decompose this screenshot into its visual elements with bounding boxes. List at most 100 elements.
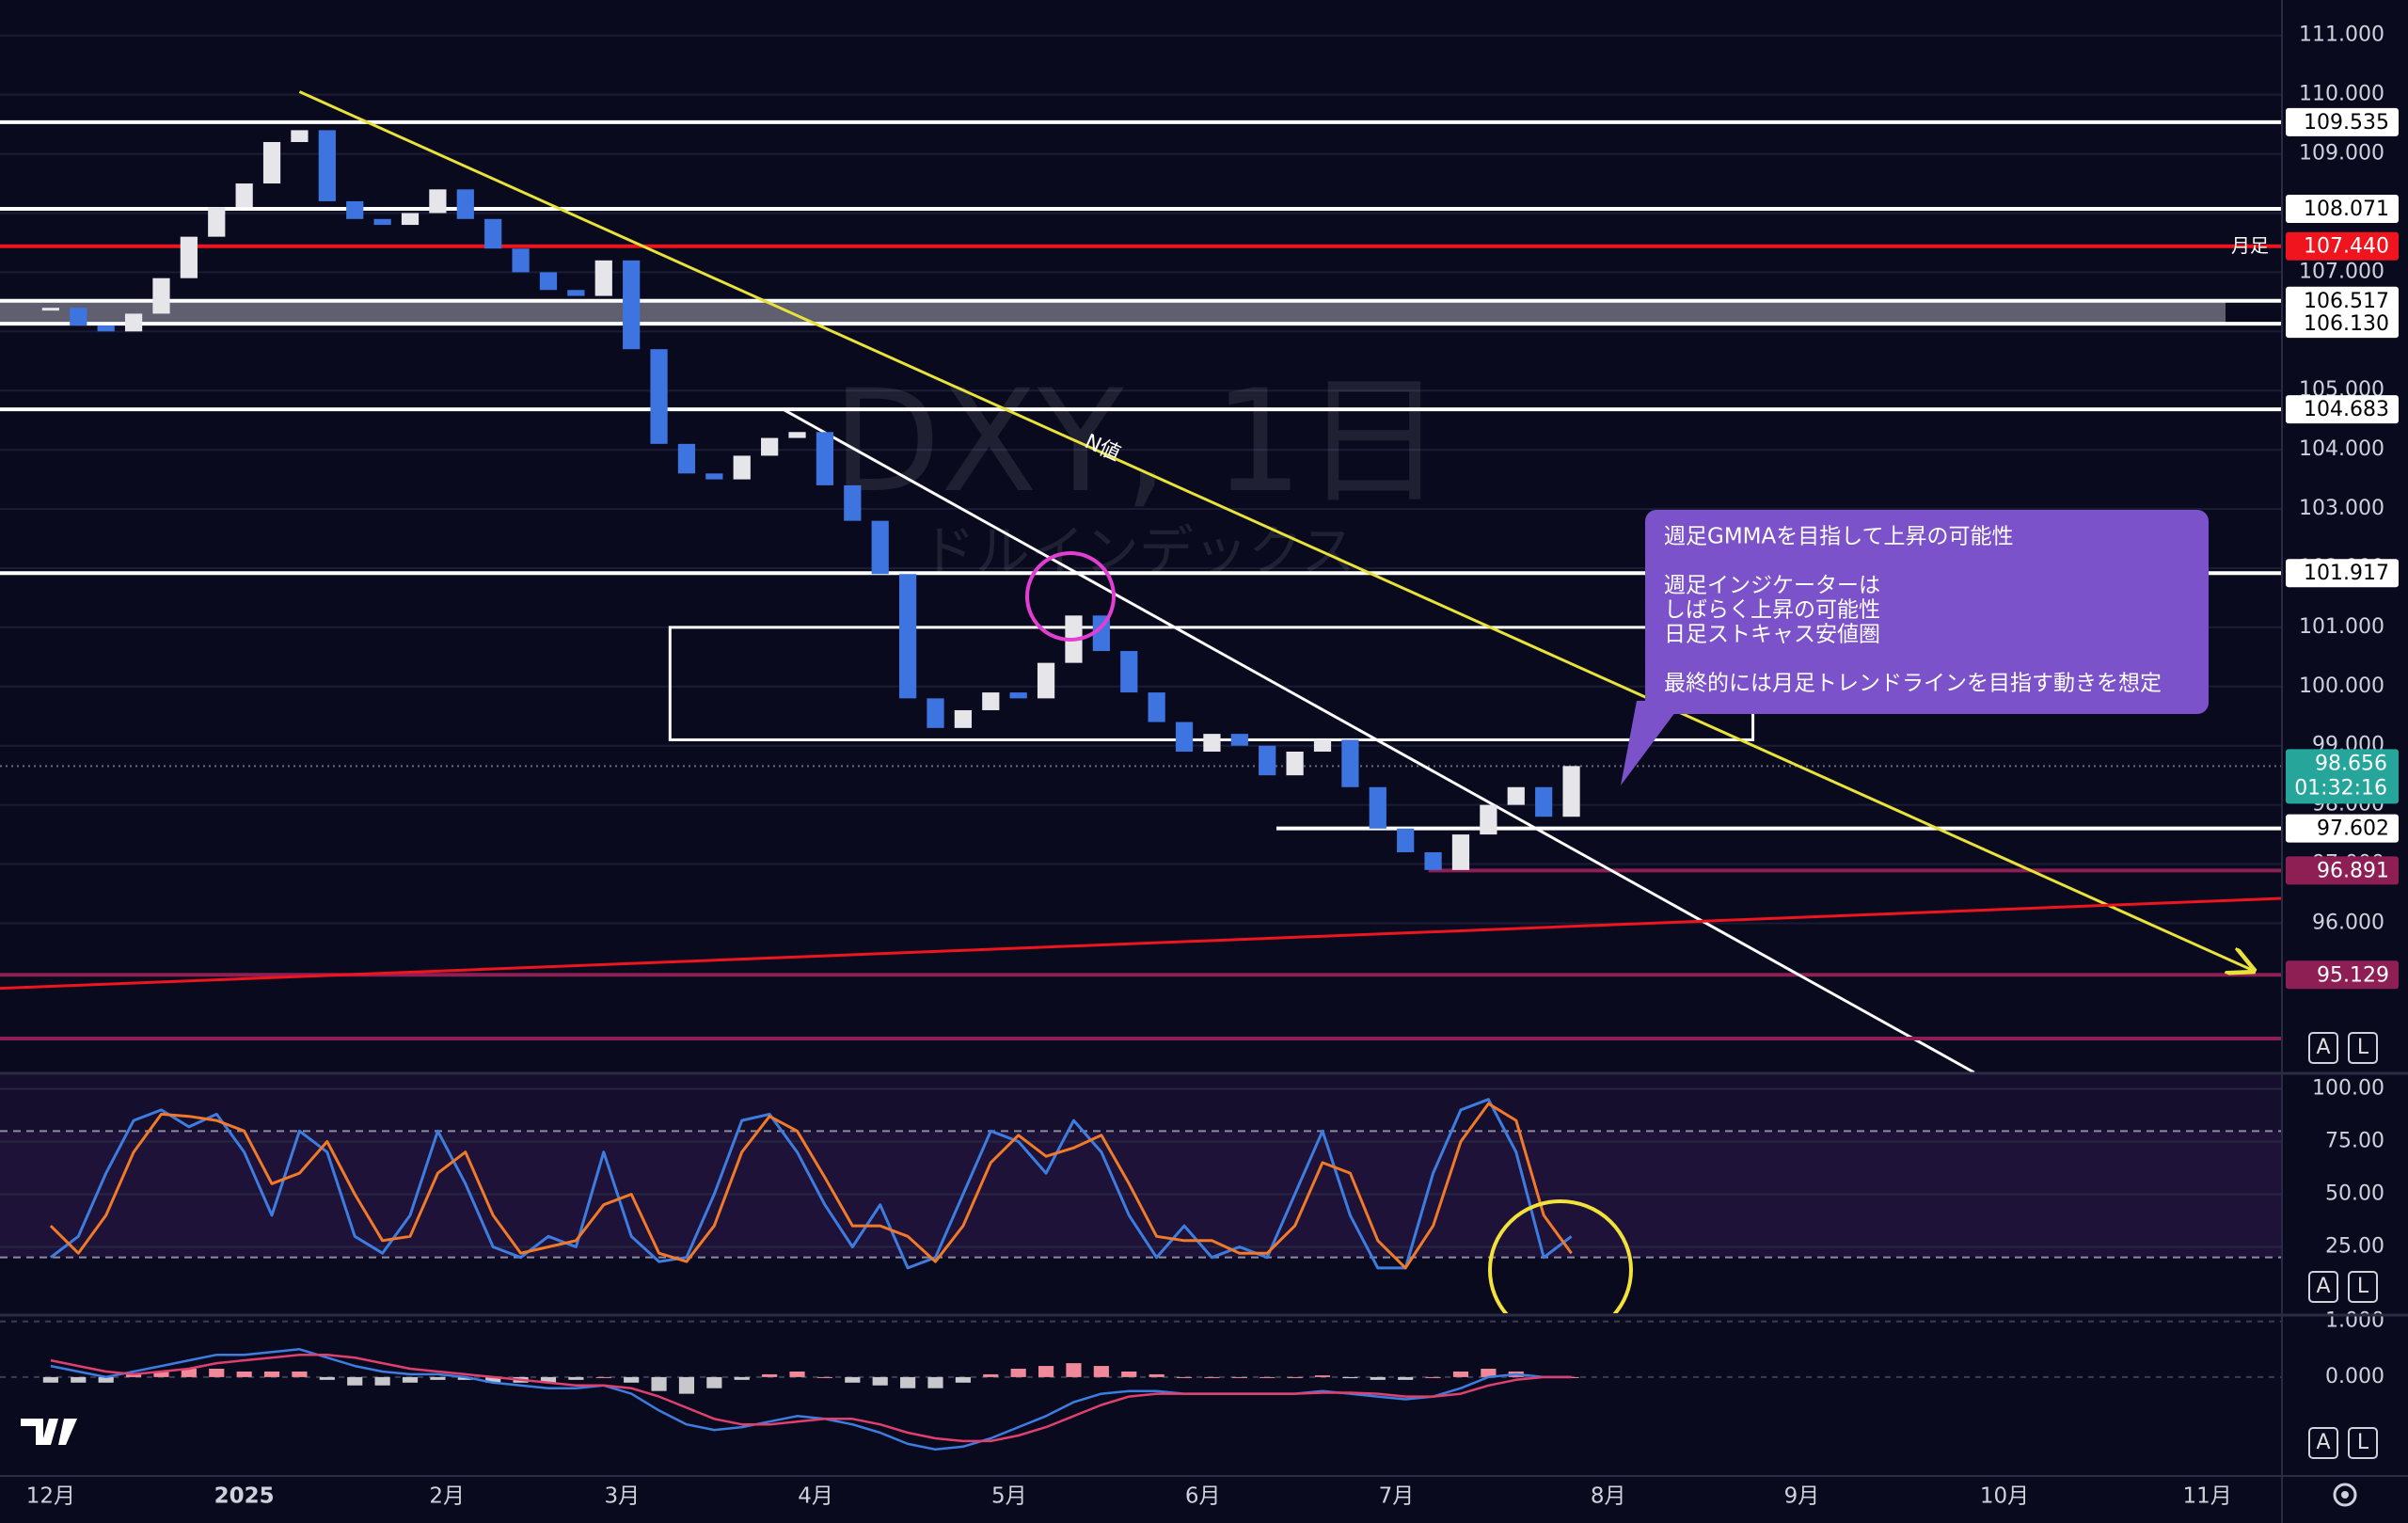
histogram-bar	[595, 1376, 611, 1378]
histogram-bar	[1370, 1376, 1386, 1380]
candle	[1286, 752, 1304, 776]
x-tick-label: 12月	[26, 1484, 75, 1509]
auto-button[interactable]	[2308, 1271, 2338, 1303]
y-tick-label: 103.000	[2299, 497, 2384, 520]
histogram-bar	[1176, 1376, 1193, 1378]
candle	[429, 189, 447, 214]
x-tick-label: 8月	[1591, 1484, 1626, 1509]
candle	[1313, 739, 1332, 753]
x-tick-label: 7月	[1379, 1484, 1415, 1509]
histogram-bar	[678, 1376, 695, 1394]
level-label: 107.440	[2304, 235, 2389, 259]
histogram-bar	[540, 1376, 557, 1383]
log-button-label[interactable]: L	[2357, 1431, 2369, 1454]
histogram-bar	[98, 1376, 114, 1383]
level-label-box	[2286, 195, 2399, 224]
level-label-box	[2286, 231, 2399, 261]
log-button-label[interactable]: L	[2357, 1036, 2369, 1059]
overbought-fill	[0, 1075, 2281, 1132]
histogram-bar	[1425, 1376, 1441, 1378]
histogram-bar	[42, 1376, 58, 1383]
log-button-label[interactable]: L	[2357, 1275, 2369, 1298]
x-tick-label: 5月	[991, 1484, 1027, 1509]
histogram-bar	[927, 1376, 943, 1388]
candle	[70, 308, 87, 326]
candle	[1451, 834, 1470, 870]
y-tick-label: 100.00	[2312, 1077, 2384, 1101]
y-tick-label: 101.000	[2299, 615, 2384, 639]
level-label: 109.535	[2304, 111, 2389, 135]
annotation-text: しばらく上昇の可能性	[1664, 598, 1880, 623]
auto-button[interactable]	[2308, 1032, 2338, 1064]
log-button[interactable]	[2348, 1427, 2378, 1459]
y-tick-label: 100.000	[2299, 674, 2384, 698]
candle	[291, 130, 309, 142]
histogram-bar	[789, 1371, 805, 1377]
candle	[401, 213, 420, 226]
candle	[41, 308, 60, 311]
histogram-bar	[153, 1371, 169, 1377]
auto-button[interactable]	[2308, 1427, 2338, 1459]
annotation-text: 週足GMMAを目指して上昇の可能性	[1664, 525, 2014, 549]
candle	[1120, 651, 1138, 693]
auto-button-label[interactable]: A	[2316, 1036, 2330, 1059]
candle	[1230, 734, 1248, 746]
x-tick-label: 6月	[1185, 1484, 1221, 1509]
candle	[180, 236, 198, 278]
candle	[871, 520, 889, 575]
level-label: 106.130	[2304, 312, 2389, 336]
logo-shape[interactable]	[21, 1419, 77, 1445]
auto-button-label[interactable]: A	[2316, 1275, 2330, 1298]
trendline	[298, 90, 2253, 971]
tradingview-logo[interactable]	[21, 1419, 77, 1445]
settings-button[interactable]	[2333, 1483, 2357, 1507]
candle	[208, 207, 226, 237]
level-label: 108.071	[2304, 198, 2389, 221]
y-tick-label: 109.000	[2299, 142, 2384, 166]
candle	[1369, 786, 1386, 829]
settings-gear[interactable]	[2333, 1483, 2357, 1507]
auto-button-label[interactable]: A	[2316, 1431, 2330, 1454]
histogram-bar	[651, 1376, 667, 1391]
histogram-bar	[900, 1376, 916, 1388]
log-button[interactable]	[2348, 1271, 2378, 1303]
y-tick-label: 110.000	[2299, 83, 2384, 106]
histogram-bar	[125, 1373, 142, 1377]
candle	[594, 260, 612, 296]
candle	[844, 484, 862, 521]
auto-log-buttons: A L A L A L	[2308, 1032, 2378, 1459]
histogram-bar	[762, 1373, 778, 1377]
candle	[705, 473, 723, 480]
x-tick-label: 10月	[1980, 1484, 2029, 1509]
histogram-bar	[734, 1376, 750, 1380]
candle	[1259, 745, 1276, 776]
histogram-bar	[816, 1376, 833, 1378]
level-label-box	[2286, 395, 2399, 424]
y-tick-label: 50.00	[2325, 1182, 2384, 1206]
y-tick-label: 1.000	[2325, 1309, 2384, 1333]
highlight-circle	[1025, 551, 1116, 642]
y-tick-label: 104.000	[2299, 437, 2384, 461]
macd-line	[50, 1353, 1572, 1443]
x-tick-label: 4月	[798, 1484, 833, 1509]
level-note: 月足	[2231, 234, 2269, 257]
log-button[interactable]	[2348, 1032, 2378, 1064]
histogram-bar	[71, 1376, 87, 1383]
candle	[761, 437, 779, 456]
histogram-bar	[402, 1376, 419, 1383]
candle	[235, 183, 253, 208]
histogram-bar	[845, 1376, 861, 1383]
y-tick-label: 25.00	[2325, 1234, 2384, 1258]
level-label-box	[2286, 107, 2399, 136]
y-tick-label: 0.000	[2325, 1365, 2384, 1388]
candle	[1203, 734, 1221, 753]
histogram-bar	[1452, 1371, 1469, 1377]
settings-gear-center[interactable]	[2341, 1491, 2349, 1499]
histogram-bar	[1093, 1366, 1109, 1377]
histogram-bar	[181, 1369, 197, 1377]
candle	[1424, 851, 1442, 870]
oscillator-line	[49, 1098, 1573, 1270]
